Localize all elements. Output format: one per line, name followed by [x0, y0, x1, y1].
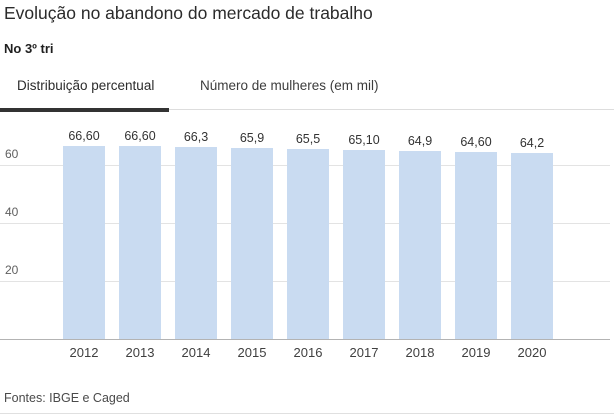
- bottom-divider: [0, 413, 614, 414]
- bar[interactable]: [119, 145, 161, 339]
- bar-value-label: 64,9: [407, 133, 433, 148]
- bar-value-label: 65,10: [348, 133, 380, 148]
- tab-distribuicao-percentual[interactable]: Distribuição percentual: [0, 78, 170, 112]
- x-axis-label: 2012: [69, 345, 99, 360]
- x-axis-label: 2018: [405, 345, 435, 360]
- x-axis-label: 2013: [125, 345, 155, 360]
- bar[interactable]: [399, 150, 441, 339]
- bar[interactable]: [343, 150, 385, 339]
- bar-value-label: 65,5: [295, 132, 321, 147]
- chart-subtitle: No 3º tri: [4, 41, 54, 56]
- x-axis-label: 2020: [517, 345, 547, 360]
- bar[interactable]: [63, 145, 105, 339]
- bar[interactable]: [231, 147, 273, 339]
- x-axis-label: 2019: [461, 345, 491, 360]
- y-axis-label: 20: [5, 263, 19, 277]
- bar-value-label: 64,60: [460, 134, 492, 149]
- chart-title: Evolução no abandono do mercado de traba…: [4, 3, 373, 23]
- bar-value-label: 66,60: [124, 128, 156, 143]
- bar[interactable]: [511, 152, 553, 339]
- bar[interactable]: [287, 149, 329, 339]
- x-axis-label: 2014: [181, 345, 211, 360]
- x-axis-label: 2015: [237, 345, 267, 360]
- x-axis-label: 2016: [293, 345, 323, 360]
- y-axis-label: 40: [5, 205, 19, 219]
- bar-value-label: 66,60: [68, 128, 100, 143]
- source-note: Fontes: IBGE e Caged: [4, 391, 130, 405]
- bar[interactable]: [455, 151, 497, 339]
- bar[interactable]: [175, 146, 217, 339]
- tab-bar: Distribuição percentual Número de mulher…: [0, 76, 614, 112]
- y-axis-label: 60: [5, 147, 19, 161]
- x-axis-label: 2017: [349, 345, 379, 360]
- tab-numero-de-mulheres[interactable]: Número de mulheres (em mil): [200, 78, 379, 93]
- bar-value-label: 66,3: [183, 129, 209, 144]
- bar-value-label: 64,2: [519, 135, 545, 150]
- x-axis-baseline: [0, 339, 610, 340]
- bar-value-label: 65,9: [239, 130, 265, 145]
